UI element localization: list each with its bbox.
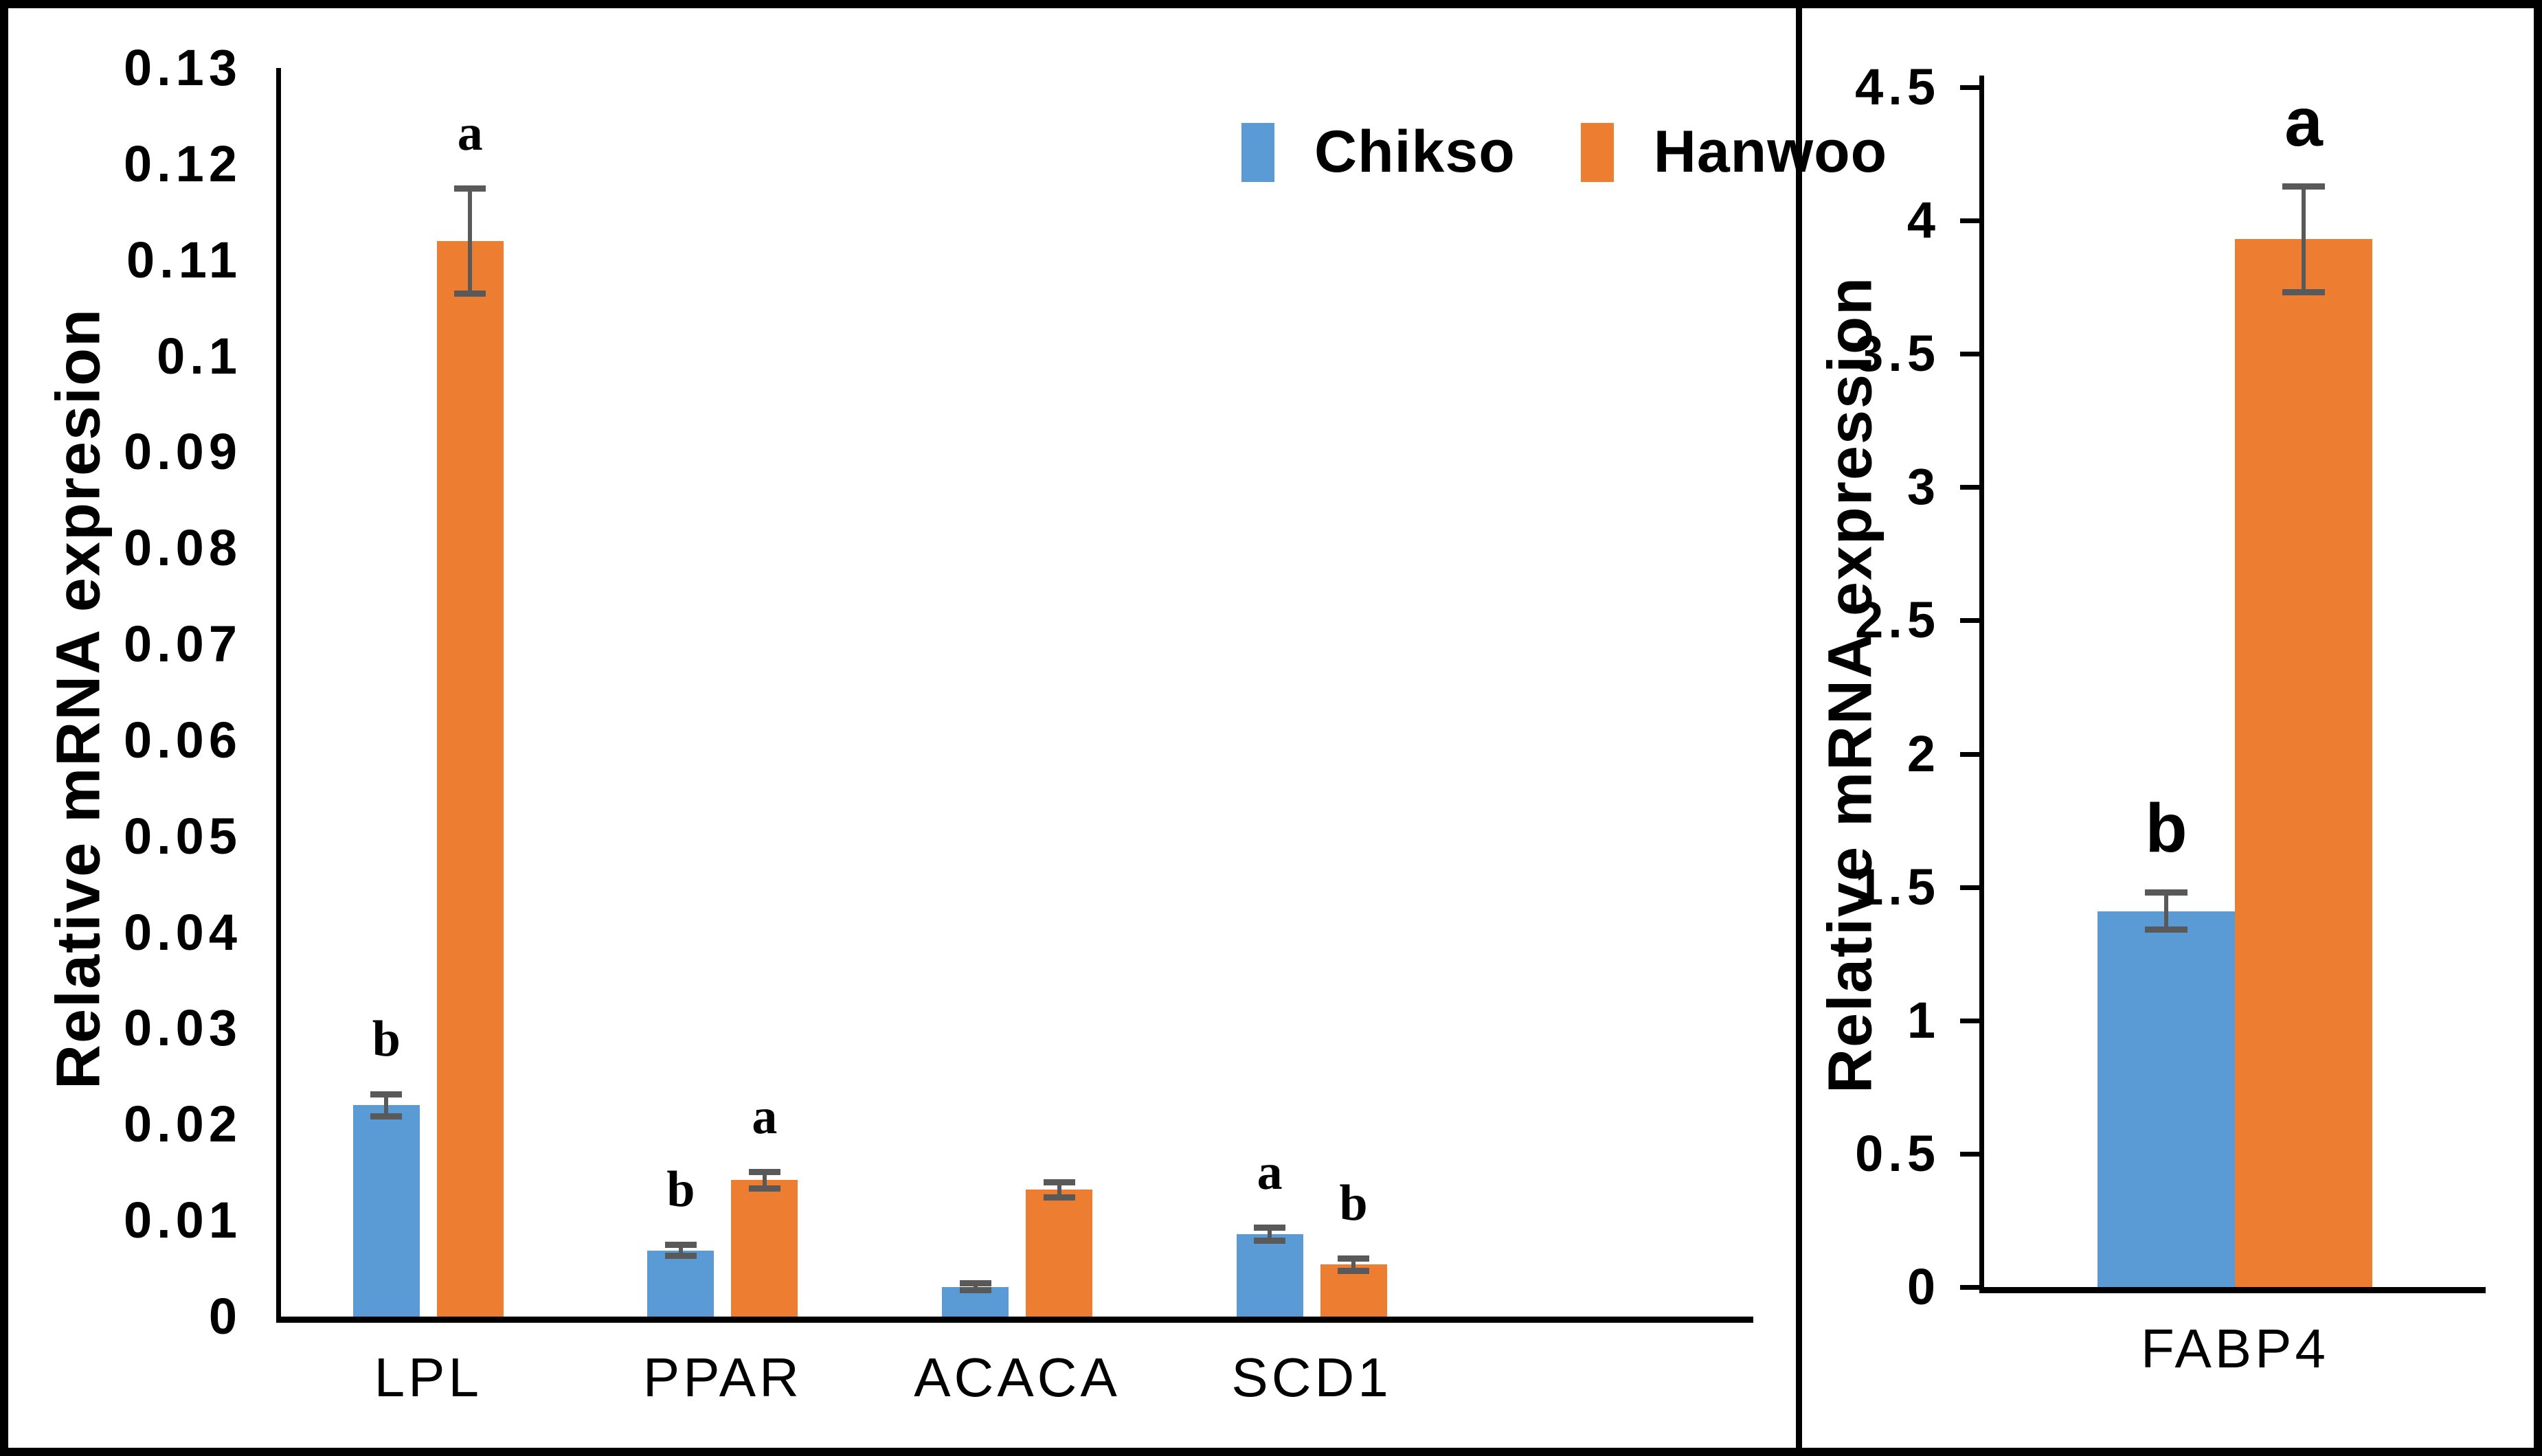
panel-divider bbox=[1796, 8, 1802, 1448]
error-bar-hanwoo-PPAR bbox=[762, 1171, 767, 1189]
left-y-tick-label-0.08: 0.08 bbox=[123, 519, 242, 577]
chikso-bar-SCD1 bbox=[1236, 1233, 1303, 1317]
error-bar-chikso-LPL bbox=[384, 1093, 389, 1117]
right-y-tick-label-0: 0 bbox=[1906, 1258, 1940, 1315]
error-bar-chikso-FABP4 bbox=[2164, 892, 2168, 930]
error-cap-bottom-chikso-ACACA bbox=[959, 1287, 991, 1294]
right-y-tick-label-1.5: 1.5 bbox=[1855, 858, 1940, 915]
left-y-tick-label-0.01: 0.01 bbox=[123, 1192, 242, 1249]
right-y-tick-label-4: 4 bbox=[1906, 192, 1940, 249]
right-y-tick-mark-0 bbox=[1960, 1285, 1979, 1290]
sig-letter-hanwoo-SCD1: b bbox=[1339, 1174, 1368, 1231]
error-cap-bottom-chikso-SCD1 bbox=[1254, 1237, 1286, 1244]
chart-legend: Chikso Hanwoo bbox=[1241, 118, 1887, 186]
right-y-tick-mark-3.5 bbox=[1960, 352, 1979, 357]
chikso-bar-LPL bbox=[352, 1105, 420, 1317]
error-cap-top-hanwoo-LPL bbox=[454, 185, 486, 192]
left-x-axis-line bbox=[276, 1317, 1753, 1323]
right-y-tick-label-4.5: 4.5 bbox=[1855, 58, 1940, 115]
sig-letter-chikso-PPAR: b bbox=[666, 1161, 695, 1218]
error-cap-top-hanwoo-PPAR bbox=[748, 1168, 780, 1175]
sig-letter-hanwoo-PPAR: a bbox=[752, 1089, 778, 1146]
error-cap-top-hanwoo-FABP4 bbox=[2282, 183, 2325, 190]
hanwoo-bar-ACACA bbox=[1026, 1190, 1092, 1317]
error-bar-hanwoo-SCD1 bbox=[1351, 1258, 1356, 1272]
left-y-tick-label-0.05: 0.05 bbox=[123, 807, 242, 865]
error-bar-chikso-ACACA bbox=[973, 1283, 978, 1291]
chikso-bar-FABP4 bbox=[2097, 911, 2235, 1287]
category-label-FABP4: FABP4 bbox=[2140, 1318, 2330, 1379]
right-y-tick-label-2.5: 2.5 bbox=[1855, 591, 1940, 649]
right-x-axis-line bbox=[1979, 1287, 2486, 1293]
sig-letter-chikso-LPL: b bbox=[372, 1010, 401, 1067]
right-y-tick-mark-2 bbox=[1960, 751, 1979, 757]
right-y-tick-label-3.5: 3.5 bbox=[1855, 325, 1940, 383]
right-y-tick-label-3: 3 bbox=[1906, 458, 1940, 516]
error-cap-bottom-hanwoo-SCD1 bbox=[1338, 1268, 1370, 1275]
right-y-tick-mark-1 bbox=[1960, 1018, 1979, 1023]
right-y-axis-title: Relative mRNA expression bbox=[1816, 275, 1885, 1094]
error-cap-bottom-hanwoo-LPL bbox=[454, 290, 486, 297]
left-y-axis-line bbox=[276, 68, 281, 1317]
left-y-tick-label-0.1: 0.1 bbox=[157, 327, 242, 385]
hanwoo-bar-FABP4 bbox=[2235, 239, 2372, 1287]
error-cap-bottom-hanwoo-ACACA bbox=[1043, 1194, 1075, 1201]
error-cap-bottom-chikso-PPAR bbox=[664, 1252, 697, 1259]
hanwoo-bar-LPL bbox=[436, 240, 504, 1317]
error-cap-top-hanwoo-SCD1 bbox=[1338, 1255, 1370, 1262]
error-cap-top-chikso-ACACA bbox=[959, 1280, 991, 1287]
error-bar-chikso-SCD1 bbox=[1268, 1227, 1272, 1241]
right-y-tick-label-1: 1 bbox=[1906, 991, 1940, 1049]
category-label-PPAR: PPAR bbox=[642, 1347, 802, 1408]
sig-letter-chikso-FABP4: b bbox=[2145, 790, 2187, 867]
right-y-tick-mark-3 bbox=[1960, 485, 1979, 490]
chikso-series-label: Chikso bbox=[1314, 119, 1516, 185]
error-cap-bottom-hanwoo-FABP4 bbox=[2282, 288, 2325, 295]
error-cap-bottom-chikso-FABP4 bbox=[2145, 926, 2187, 933]
right-y-tick-mark-2.5 bbox=[1960, 618, 1979, 624]
chikso-series-marker bbox=[1241, 122, 1274, 182]
left-y-tick-label-0.07: 0.07 bbox=[123, 615, 242, 673]
error-cap-top-hanwoo-ACACA bbox=[1043, 1179, 1075, 1186]
right-y-tick-mark-1.5 bbox=[1960, 885, 1979, 890]
sig-letter-hanwoo-FABP4: a bbox=[2284, 83, 2323, 161]
legend-item-chikso: Chikso bbox=[1241, 118, 1516, 186]
left-y-tick-label-0.02: 0.02 bbox=[123, 1095, 242, 1153]
hanwoo-bar-PPAR bbox=[731, 1180, 798, 1317]
sig-letter-hanwoo-LPL: a bbox=[457, 105, 483, 162]
left-y-tick-label-0.03: 0.03 bbox=[123, 999, 242, 1057]
legend-item-hanwoo: Hanwoo bbox=[1580, 118, 1888, 186]
error-cap-top-chikso-LPL bbox=[370, 1091, 403, 1097]
left-y-tick-label-0.06: 0.06 bbox=[123, 711, 242, 769]
category-label-ACACA: ACACA bbox=[914, 1347, 1121, 1408]
error-cap-top-chikso-PPAR bbox=[664, 1242, 697, 1249]
right-y-tick-mark-4 bbox=[1960, 218, 1979, 224]
category-label-LPL: LPL bbox=[374, 1347, 482, 1408]
sig-letter-chikso-SCD1: a bbox=[1257, 1144, 1283, 1201]
error-bar-hanwoo-FABP4 bbox=[2302, 185, 2306, 293]
error-bar-hanwoo-ACACA bbox=[1057, 1182, 1061, 1198]
error-cap-bottom-hanwoo-PPAR bbox=[748, 1185, 780, 1192]
chikso-bar-PPAR bbox=[647, 1250, 715, 1317]
hanwoo-series-label: Hanwoo bbox=[1653, 119, 1888, 185]
left-y-tick-label-0.13: 0.13 bbox=[123, 39, 242, 96]
category-label-SCD1: SCD1 bbox=[1231, 1347, 1392, 1408]
left-y-tick-label-0.11: 0.11 bbox=[126, 231, 242, 288]
left-y-tick-label-0.04: 0.04 bbox=[123, 903, 242, 961]
error-bar-hanwoo-LPL bbox=[468, 187, 473, 294]
right-y-tick-mark-0.5 bbox=[1960, 1151, 1979, 1157]
right-y-tick-mark-4.5 bbox=[1960, 85, 1979, 90]
left-y-tick-label-0.09: 0.09 bbox=[123, 423, 242, 481]
error-cap-bottom-chikso-LPL bbox=[370, 1113, 403, 1120]
right-y-tick-label-0.5: 0.5 bbox=[1855, 1124, 1940, 1182]
error-cap-top-chikso-SCD1 bbox=[1254, 1224, 1286, 1231]
error-cap-top-chikso-FABP4 bbox=[2145, 889, 2187, 896]
right-y-tick-label-2: 2 bbox=[1906, 725, 1940, 782]
left-y-tick-label-0.12: 0.12 bbox=[123, 135, 242, 192]
right-y-axis-line bbox=[1979, 76, 1984, 1287]
left-y-tick-label-0: 0 bbox=[208, 1288, 242, 1345]
hanwoo-series-marker bbox=[1580, 122, 1614, 182]
error-bar-chikso-PPAR bbox=[678, 1244, 683, 1256]
